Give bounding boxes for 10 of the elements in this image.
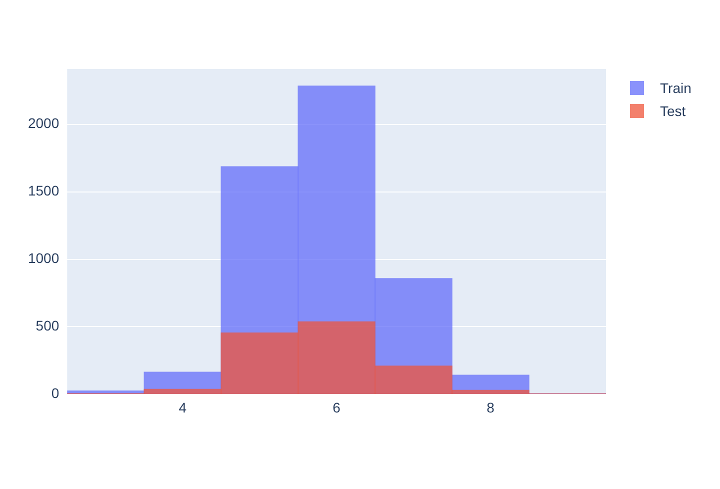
y-tick-label: 1000 xyxy=(28,250,60,266)
x-tick-label: 8 xyxy=(486,399,495,416)
y-tick-label: 500 xyxy=(36,318,60,334)
y-tick-label: 2000 xyxy=(28,115,60,132)
x-tick-label: 6 xyxy=(332,399,341,416)
y-tick-label: 1500 xyxy=(28,182,60,199)
y-tick-label: 0 xyxy=(51,385,60,402)
legend-label: Test xyxy=(660,102,686,118)
legend-label: Train xyxy=(660,80,692,96)
x-tick-label: 4 xyxy=(178,399,187,416)
